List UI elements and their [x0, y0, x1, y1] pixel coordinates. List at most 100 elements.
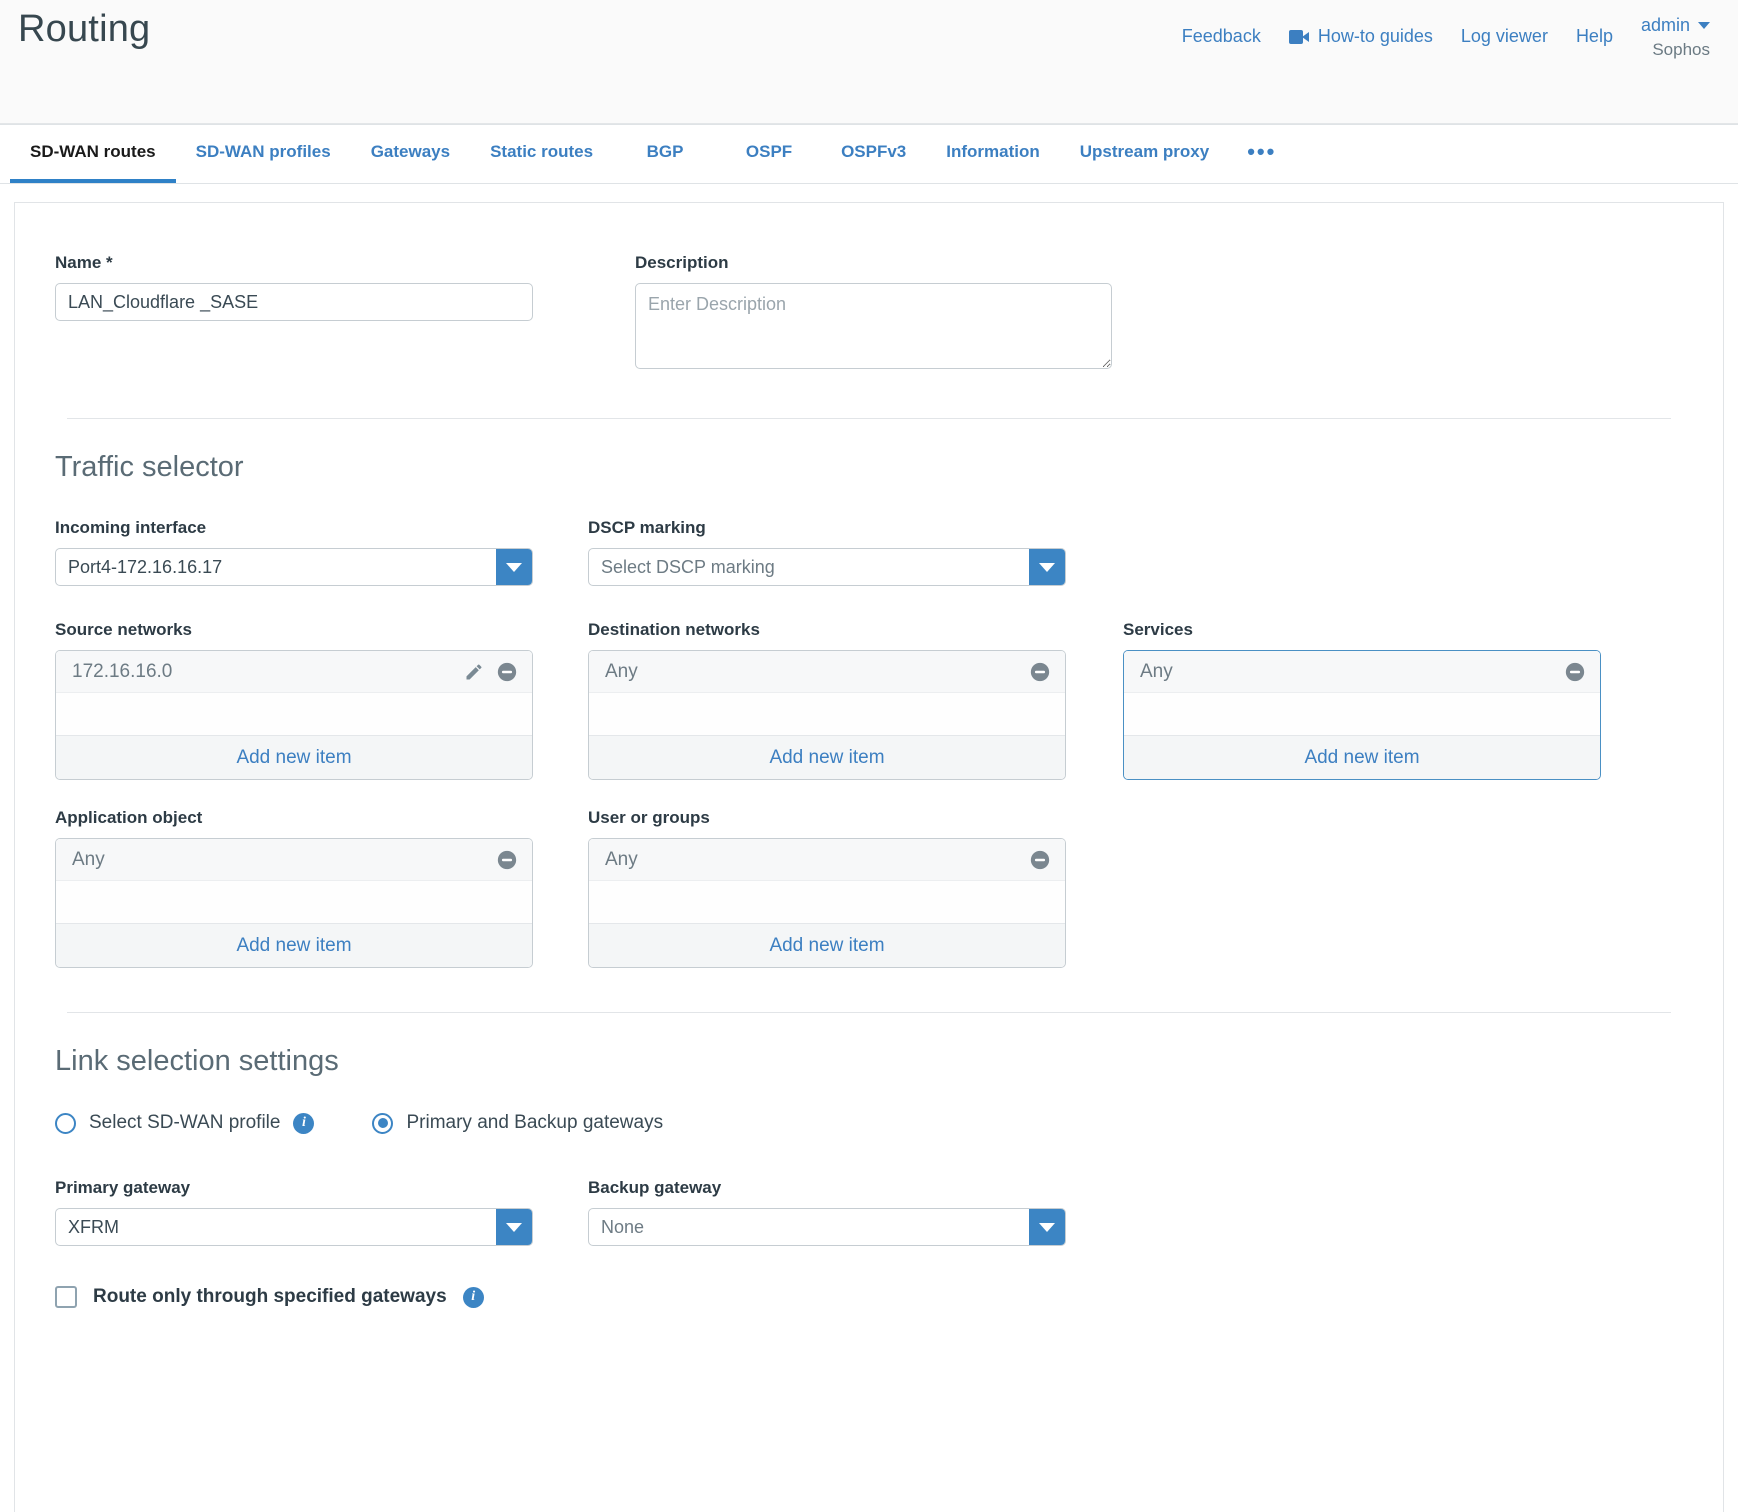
list-item-label: Any: [605, 848, 638, 870]
route-only-through-gateways-row[interactable]: Route only through specified gateways i: [55, 1286, 1683, 1308]
section-divider-bottom: [67, 1012, 1671, 1013]
primary-gateway-value[interactable]: XFRM: [55, 1208, 533, 1246]
list-item-actions: [1029, 849, 1051, 871]
list-empty-row: [589, 881, 1065, 923]
source-networks-items: 172.16.16.0: [56, 651, 532, 735]
video-camera-icon: [1288, 29, 1309, 44]
backup-gateway-chevron-down-icon[interactable]: [1029, 1209, 1065, 1245]
traffic-selector-heading: Traffic selector: [55, 451, 244, 483]
name-input[interactable]: [55, 283, 533, 321]
list-item-actions: [464, 661, 518, 683]
dscp-marking-value[interactable]: Select DSCP marking: [588, 548, 1066, 586]
remove-minus-icon[interactable]: [496, 661, 518, 683]
remove-minus-icon[interactable]: [1029, 661, 1051, 683]
source-networks-label: Source networks: [55, 620, 192, 639]
source-networks-add-new-item[interactable]: Add new item: [56, 735, 532, 779]
edit-pencil-icon[interactable]: [464, 662, 484, 682]
remove-minus-icon[interactable]: [1564, 661, 1586, 683]
application-object-listbox[interactable]: Any Add new item: [55, 838, 533, 968]
list-empty-row: [56, 881, 532, 923]
application-object-items: Any: [56, 839, 532, 923]
list-item-actions: [1029, 661, 1051, 683]
list-empty-row: [56, 693, 532, 735]
primary-gateway-label: Primary gateway: [55, 1178, 191, 1197]
application-user-row: Application object Any Add new i: [55, 808, 1683, 968]
backup-gateway-select[interactable]: None: [588, 1208, 1066, 1246]
radio-select-sd-wan-profile[interactable]: Select SD-WAN profile i: [55, 1112, 315, 1134]
incoming-interface-select[interactable]: Port4-172.16.16.17: [55, 548, 533, 586]
link-selection-heading: Link selection settings: [55, 1045, 339, 1077]
tab-bgp[interactable]: BGP: [646, 142, 684, 161]
header-link-log-viewer[interactable]: Log viewer: [1460, 26, 1548, 47]
description-field-group: Description: [635, 253, 1115, 374]
radio-primary-backup-gateways-label: Primary and Backup gateways: [406, 1112, 664, 1133]
source-networks-listbox[interactable]: 172.16.16.0 Add new item: [55, 650, 533, 780]
radio-primary-backup-gateways[interactable]: Primary and Backup gateways: [372, 1112, 663, 1134]
user-org-label: Sophos: [1652, 39, 1710, 59]
list-item[interactable]: 172.16.16.0: [56, 651, 532, 693]
remove-minus-icon[interactable]: [496, 849, 518, 871]
remove-minus-icon[interactable]: [1029, 849, 1051, 871]
tab-bar: SD-WAN routes SD-WAN profiles Gateways S…: [0, 124, 1738, 184]
incoming-interface-value[interactable]: Port4-172.16.16.17: [55, 548, 533, 586]
radio-button-checked-icon[interactable]: [372, 1112, 394, 1134]
tab-overflow-menu-icon[interactable]: •••: [1247, 139, 1277, 164]
info-icon[interactable]: i: [462, 1286, 484, 1308]
radio-button-unchecked-icon[interactable]: [55, 1112, 76, 1134]
tab-sd-wan-routes[interactable]: SD-WAN routes: [10, 125, 176, 183]
services-add-new-item[interactable]: Add new item: [1124, 735, 1600, 779]
user-or-groups-listbox[interactable]: Any Add new item: [588, 838, 1066, 968]
info-icon[interactable]: i: [293, 1112, 315, 1134]
list-item[interactable]: Any: [56, 839, 532, 881]
header-link-feedback[interactable]: Feedback: [1181, 26, 1261, 47]
user-menu-label: admin: [1640, 15, 1690, 35]
dscp-marking-label: DSCP marking: [588, 518, 706, 537]
chevron-down-icon: [1698, 21, 1710, 29]
source-networks-group: Source networks 172.16.16.0: [55, 620, 533, 780]
user-menu[interactable]: admin Sophos: [1641, 14, 1710, 60]
tab-sd-wan-profiles[interactable]: SD-WAN profiles: [195, 142, 331, 161]
tab-ospf[interactable]: OSPF: [745, 142, 793, 161]
networks-services-row: Source networks 172.16.16.0: [55, 620, 1683, 780]
application-object-add-new-item[interactable]: Add new item: [56, 923, 532, 967]
backup-gateway-value[interactable]: None: [588, 1208, 1066, 1246]
page-header: Routing Feedback How-to guides Log viewe…: [0, 0, 1738, 124]
dscp-marking-select[interactable]: Select DSCP marking: [588, 548, 1066, 586]
list-item[interactable]: Any: [589, 651, 1065, 693]
destination-networks-listbox[interactable]: Any Add new item: [588, 650, 1066, 780]
tab-static-routes[interactable]: Static routes: [490, 142, 594, 161]
destination-networks-add-new-item[interactable]: Add new item: [589, 735, 1065, 779]
user-or-groups-group: User or groups Any Add new item: [588, 808, 1066, 968]
destination-networks-group: Destination networks Any Add new: [588, 620, 1066, 780]
services-label: Services: [1123, 620, 1193, 639]
user-or-groups-add-new-item[interactable]: Add new item: [589, 923, 1065, 967]
name-label: Name *: [55, 253, 113, 272]
name-field-group: Name *: [55, 253, 580, 374]
tab-information[interactable]: Information: [946, 142, 1040, 161]
header-link-help[interactable]: Help: [1575, 26, 1613, 47]
tab-upstream-proxy[interactable]: Upstream proxy: [1079, 142, 1210, 161]
incoming-interface-chevron-down-icon[interactable]: [496, 549, 532, 585]
application-object-group: Application object Any Add new i: [55, 808, 533, 968]
gateways-row: Primary gateway XFRM Backup gateway None: [55, 1178, 1683, 1246]
route-only-checkbox[interactable]: [55, 1286, 77, 1308]
list-item[interactable]: Any: [589, 839, 1065, 881]
tab-ospfv3[interactable]: OSPFv3: [841, 142, 907, 161]
user-or-groups-label: User or groups: [588, 808, 710, 827]
sd-wan-route-form: Name * Description Traffic selector Inco…: [14, 202, 1724, 1512]
route-only-label: Route only through specified gateways: [93, 1286, 447, 1307]
primary-gateway-select[interactable]: XFRM: [55, 1208, 533, 1246]
dscp-marking-chevron-down-icon[interactable]: [1029, 549, 1065, 585]
list-item-label: Any: [1140, 660, 1173, 682]
list-item-label: 172.16.16.0: [72, 660, 173, 682]
primary-gateway-chevron-down-icon[interactable]: [496, 1209, 532, 1245]
page-title: Routing: [18, 8, 151, 50]
description-label: Description: [635, 253, 729, 272]
description-textarea[interactable]: [635, 283, 1112, 369]
header-link-how-to-guides[interactable]: How-to guides: [1288, 26, 1433, 47]
user-menu-row[interactable]: admin: [1641, 14, 1710, 37]
services-listbox[interactable]: Any Add new item: [1123, 650, 1601, 780]
list-item[interactable]: Any: [1124, 651, 1600, 693]
backup-gateway-group: Backup gateway None: [588, 1178, 1066, 1246]
tab-gateways[interactable]: Gateways: [370, 142, 451, 161]
